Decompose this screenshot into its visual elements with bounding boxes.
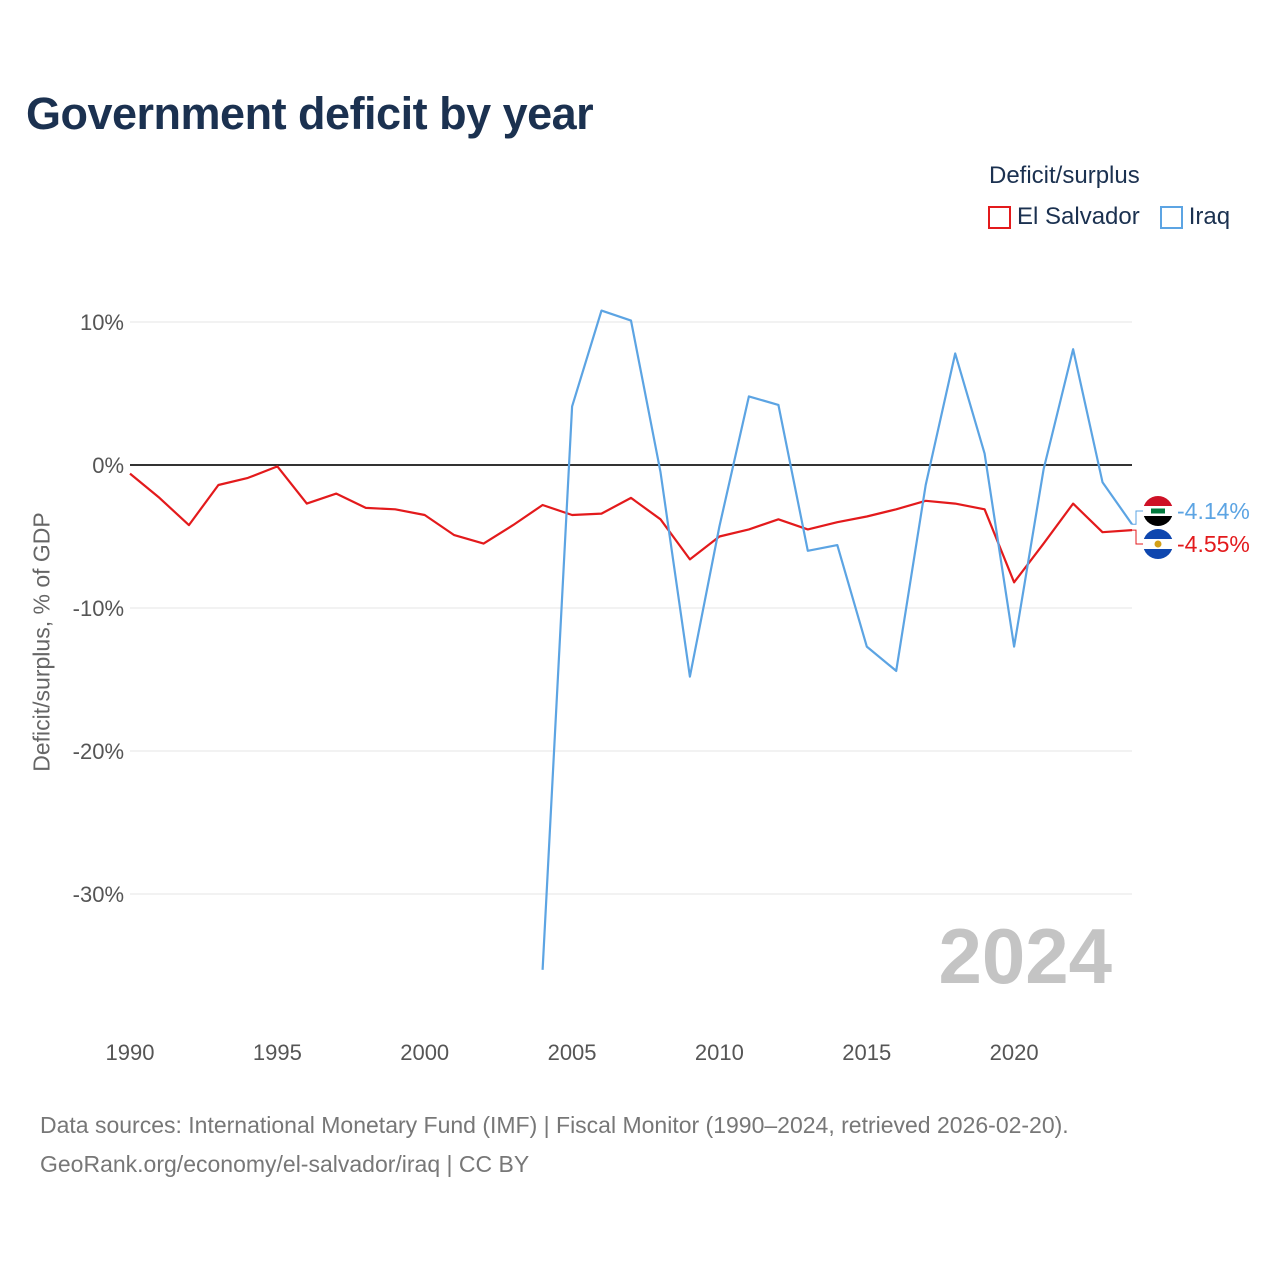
data-point-iraq — [716, 523, 722, 529]
data-point-el-salvador — [1100, 529, 1106, 535]
data-point-el-salvador — [1070, 501, 1076, 507]
data-point-el-salvador — [599, 511, 605, 517]
data-point-iraq — [599, 308, 605, 314]
iraq-flag-script — [1151, 508, 1165, 514]
el-salvador-flag-icon — [1143, 529, 1173, 559]
x-tick-label: 2015 — [842, 1040, 891, 1065]
data-point-el-salvador — [952, 501, 958, 507]
data-point-iraq — [569, 403, 575, 409]
data-point-el-salvador — [864, 513, 870, 519]
sv-flag-emblem — [1154, 540, 1162, 548]
footer-link[interactable]: GeoRank.org/economy/el-salvador/iraq | C… — [40, 1151, 530, 1177]
data-point-el-salvador — [687, 556, 693, 562]
data-point-iraq — [1041, 466, 1047, 472]
el-salvador-flag-body — [1143, 529, 1173, 559]
sv-flag-blue-top — [1143, 529, 1173, 539]
iraq-flag-black — [1143, 516, 1173, 526]
end-label-connector — [1132, 510, 1144, 525]
legend-label-iraq: Iraq — [1188, 203, 1231, 230]
data-point-iraq — [540, 967, 546, 973]
data-point-el-salvador — [893, 506, 899, 512]
legend-swatch-iraq — [1159, 205, 1183, 229]
end-label-iraq: -4.14% — [1177, 498, 1250, 524]
data-point-el-salvador — [215, 482, 221, 488]
data-point-el-salvador — [156, 495, 162, 501]
x-tick-label: 1990 — [106, 1040, 155, 1065]
x-tick-label: 1995 — [253, 1040, 302, 1065]
iraq-flag-body — [1143, 496, 1173, 526]
y-tick-label: -10% — [73, 596, 124, 621]
data-point-el-salvador — [422, 512, 428, 518]
data-point-iraq — [834, 542, 840, 548]
x-tick-label: 2005 — [548, 1040, 597, 1065]
legend: El Salvador Iraq — [988, 203, 1250, 231]
data-point-iraq — [1011, 644, 1017, 650]
end-label-connector — [1132, 529, 1144, 545]
data-point-el-salvador — [481, 541, 487, 547]
data-point-iraq — [893, 668, 899, 674]
data-point-iraq — [687, 674, 693, 680]
data-point-iraq — [775, 402, 781, 408]
data-point-iraq — [982, 451, 988, 457]
data-point-iraq — [657, 469, 663, 475]
end-label-el-salvador: -4.55% — [1177, 531, 1250, 557]
data-point-el-salvador — [834, 519, 840, 525]
series-line-iraq — [541, 309, 1133, 970]
data-point-el-salvador — [805, 526, 811, 532]
y-tick-label: -20% — [73, 739, 124, 764]
data-point-iraq — [746, 393, 752, 399]
data-point-el-salvador — [274, 463, 280, 469]
legend-title: Deficit/surplus — [989, 162, 1140, 189]
data-point-el-salvador — [304, 501, 310, 507]
data-point-iraq — [952, 350, 958, 356]
iraq-flag-red — [1143, 496, 1173, 506]
x-tick-label: 2000 — [400, 1040, 449, 1065]
footer: Data sources: International Monetary Fun… — [40, 1106, 1069, 1184]
sv-flag-blue-bottom — [1143, 549, 1173, 559]
series-line-el-salvador — [129, 465, 1133, 584]
y-tick-label: 0% — [92, 453, 124, 478]
data-point-el-salvador — [363, 505, 369, 511]
legend-swatch-el-salvador — [988, 205, 1011, 229]
x-tick-label: 2010 — [695, 1040, 744, 1065]
data-point-el-salvador — [127, 471, 133, 477]
data-point-el-salvador — [510, 522, 516, 528]
y-tick-label: 10% — [80, 310, 124, 335]
data-point-el-salvador — [333, 491, 339, 497]
data-point-iraq — [864, 644, 870, 650]
data-point-el-salvador — [392, 506, 398, 512]
data-point-el-salvador — [1041, 541, 1047, 547]
data-point-el-salvador — [746, 526, 752, 532]
data-point-el-salvador — [628, 495, 634, 501]
legend-item-iraq[interactable]: Iraq — [1159, 203, 1231, 231]
data-point-el-salvador — [540, 502, 546, 508]
data-point-iraq — [1100, 479, 1106, 485]
x-tick-label: 2020 — [990, 1040, 1039, 1065]
data-point-el-salvador — [775, 516, 781, 522]
data-point-el-salvador — [982, 506, 988, 512]
data-point-el-salvador — [1011, 579, 1017, 585]
footer-source: Data sources: International Monetary Fun… — [40, 1112, 1069, 1138]
data-point-el-salvador — [245, 475, 251, 481]
data-point-el-salvador — [569, 512, 575, 518]
iraq-flag-icon — [1143, 496, 1173, 526]
legend-label-el-salvador: El Salvador — [1017, 203, 1140, 230]
data-point-el-salvador — [186, 522, 192, 528]
data-point-iraq — [923, 482, 929, 488]
y-tick-label: -30% — [73, 882, 124, 907]
chart-title: Government deficit by year — [26, 88, 594, 139]
data-point-iraq — [628, 318, 634, 324]
legend-item-el-salvador[interactable]: El Salvador — [988, 203, 1140, 231]
data-point-iraq — [805, 548, 811, 554]
data-point-el-salvador — [657, 516, 663, 522]
highlight-year: 2024 — [938, 912, 1112, 1000]
data-point-el-salvador — [451, 532, 457, 538]
data-point-iraq — [1070, 346, 1076, 352]
